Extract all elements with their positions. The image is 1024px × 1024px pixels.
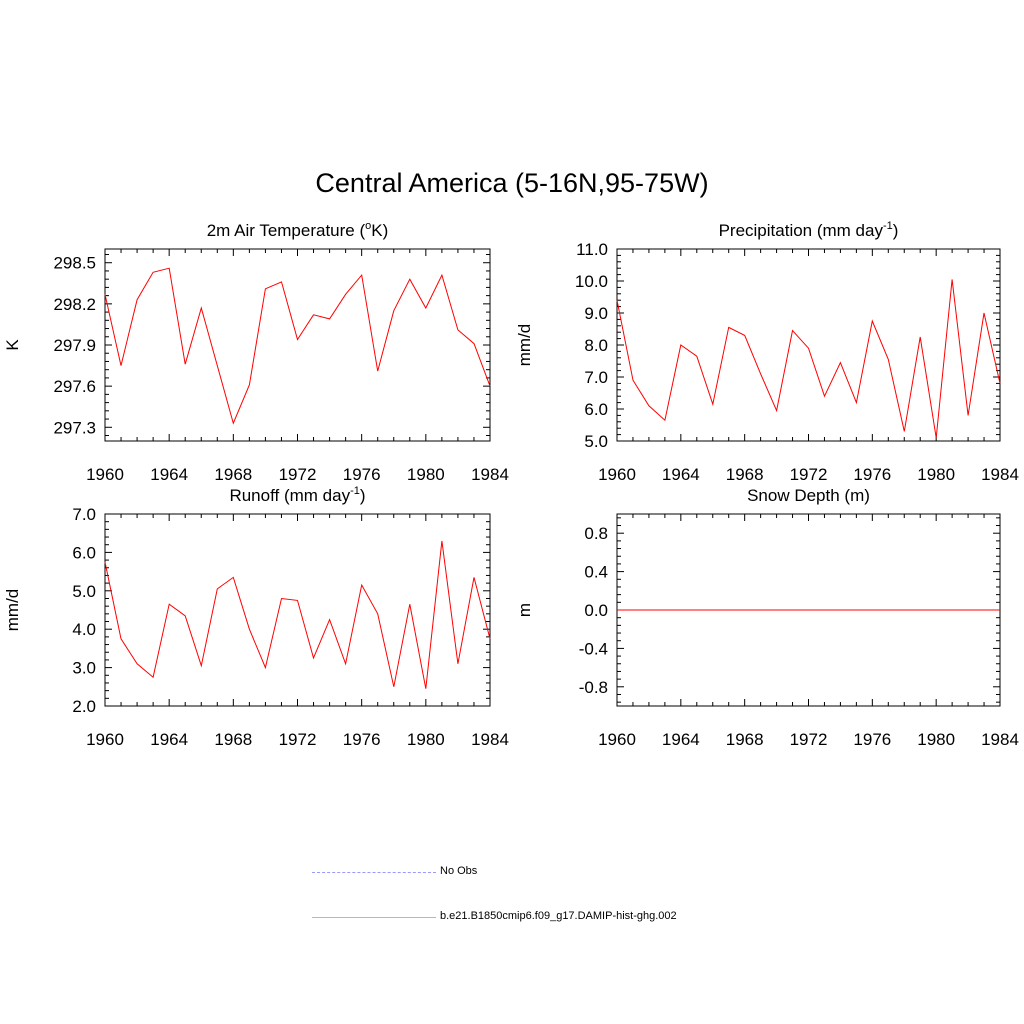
legend-label: No Obs	[440, 865, 478, 877]
x-tick-label: 1968	[726, 730, 764, 749]
x-tick-label: 1968	[726, 465, 764, 484]
panel-title-superscript: o	[365, 220, 371, 232]
y-tick-label: 297.6	[53, 377, 96, 396]
x-tick-label: 1980	[407, 465, 445, 484]
series-line	[616, 279, 1001, 438]
series-line	[104, 540, 491, 689]
chart-panel-3: 1960 1964 1968 1972 1976 1980 1984 2.0 3.0 4.0 5.0…	[3, 485, 509, 749]
y-tick-label: 5.0	[72, 582, 96, 601]
panel-title: Precipitation (mm day-1)	[719, 220, 899, 240]
y-tick-label: 6.0	[72, 543, 96, 562]
x-tick-label: 1980	[407, 730, 445, 749]
panel-title-main: 2m Air Temperature (	[207, 221, 366, 240]
x-tick-label: 1972	[790, 465, 828, 484]
figure-title: Central America (5-16N,95-75W)	[315, 168, 709, 198]
x-tick-label: 1960	[598, 730, 636, 749]
x-tick-label: 1960	[598, 465, 636, 484]
panel-title-superscript: -1	[883, 220, 893, 232]
x-tick-label: 1972	[279, 730, 317, 749]
panel-title: 2m Air Temperature (oK)	[207, 220, 389, 240]
x-tick-label: 1964	[150, 465, 188, 484]
y-axis-label: mm/d	[3, 589, 22, 632]
y-tick-label: 10.0	[575, 272, 608, 291]
y-tick-label: 11.0	[576, 240, 608, 259]
plot-frame	[104, 513, 491, 707]
x-tick-label: 1964	[662, 465, 700, 484]
x-tick-label: 1964	[150, 730, 188, 749]
x-tick-label: 1976	[343, 465, 381, 484]
chart-panel-2: 1960 1964 1968 1972 1976 1980 1984 5.0 6.0 7.0 8.0…	[515, 220, 1019, 484]
x-tick-label: 1960	[86, 465, 124, 484]
y-axis-label: m	[515, 603, 534, 617]
x-tick-label: 1976	[853, 730, 891, 749]
x-tick-label: 1972	[790, 730, 828, 749]
panel-title: Snow Depth (m)	[747, 486, 870, 505]
legend-label: b.e21.B1850cmip6.f09_g17.DAMIP-hist-ghg.…	[440, 910, 677, 922]
x-tick-label: 1968	[214, 730, 252, 749]
x-tick-label: 1968	[214, 465, 252, 484]
panel-title-tail: K)	[371, 221, 388, 240]
y-tick-label: 5.0	[584, 432, 608, 451]
y-axis-label: mm/d	[515, 324, 534, 367]
y-tick-label: 7.0	[584, 368, 608, 387]
x-tick-label: 1964	[662, 730, 700, 749]
panel-title-tail: )	[893, 221, 899, 240]
y-tick-label: 0.0	[584, 601, 608, 620]
series-line	[104, 267, 491, 425]
plot-frame	[104, 248, 491, 442]
plot-frame	[616, 248, 1001, 442]
panel-title-tail: )	[360, 486, 366, 505]
x-tick-label: 1984	[471, 465, 509, 484]
y-axis-label: K	[3, 339, 22, 351]
panel-title-superscript: -1	[350, 485, 360, 497]
y-tick-label: -0.4	[579, 639, 608, 658]
y-tick-label: 2.0	[72, 697, 96, 716]
chart-panel-4: 1960 1964 1968 1972 1976 1980 1984 -0.8 -0.4 0.0 0…	[515, 486, 1019, 749]
y-tick-label: 297.9	[53, 336, 96, 355]
x-tick-label: 1980	[917, 730, 955, 749]
x-tick-label: 1976	[343, 730, 381, 749]
x-tick-label: 1960	[86, 730, 124, 749]
panel-title-main: Precipitation (mm day	[719, 221, 884, 240]
x-tick-label: 1984	[471, 730, 509, 749]
chart-panel-1: 1960 1964 1968 1972 1976 1980 1984 297.3 297.6 29…	[3, 220, 509, 484]
y-tick-label: 8.0	[584, 336, 608, 355]
x-tick-label: 1980	[917, 465, 955, 484]
y-tick-label: 9.0	[584, 304, 608, 323]
x-tick-label: 1976	[853, 465, 891, 484]
y-tick-label: 298.5	[53, 254, 96, 273]
panel-title: Runoff (mm day-1)	[229, 485, 365, 505]
y-tick-label: 0.4	[584, 563, 608, 582]
panel-title-main: Snow Depth (m)	[747, 486, 870, 505]
y-tick-label: 297.3	[53, 418, 96, 437]
y-tick-label: 3.0	[72, 659, 96, 678]
y-tick-label: 4.0	[72, 620, 96, 639]
y-tick-label: 298.2	[53, 295, 96, 314]
legend-swatch-dashed	[312, 872, 436, 873]
x-tick-label: 1972	[279, 465, 317, 484]
y-tick-label: 7.0	[72, 505, 96, 524]
y-tick-label: -0.8	[579, 678, 608, 697]
x-tick-label: 1984	[981, 730, 1019, 749]
x-tick-label: 1984	[981, 465, 1019, 484]
panel-title-main: Runoff (mm day	[229, 486, 350, 505]
y-tick-label: 6.0	[584, 400, 608, 419]
y-tick-label: 0.8	[584, 524, 608, 543]
legend-swatch-solid	[312, 917, 436, 918]
